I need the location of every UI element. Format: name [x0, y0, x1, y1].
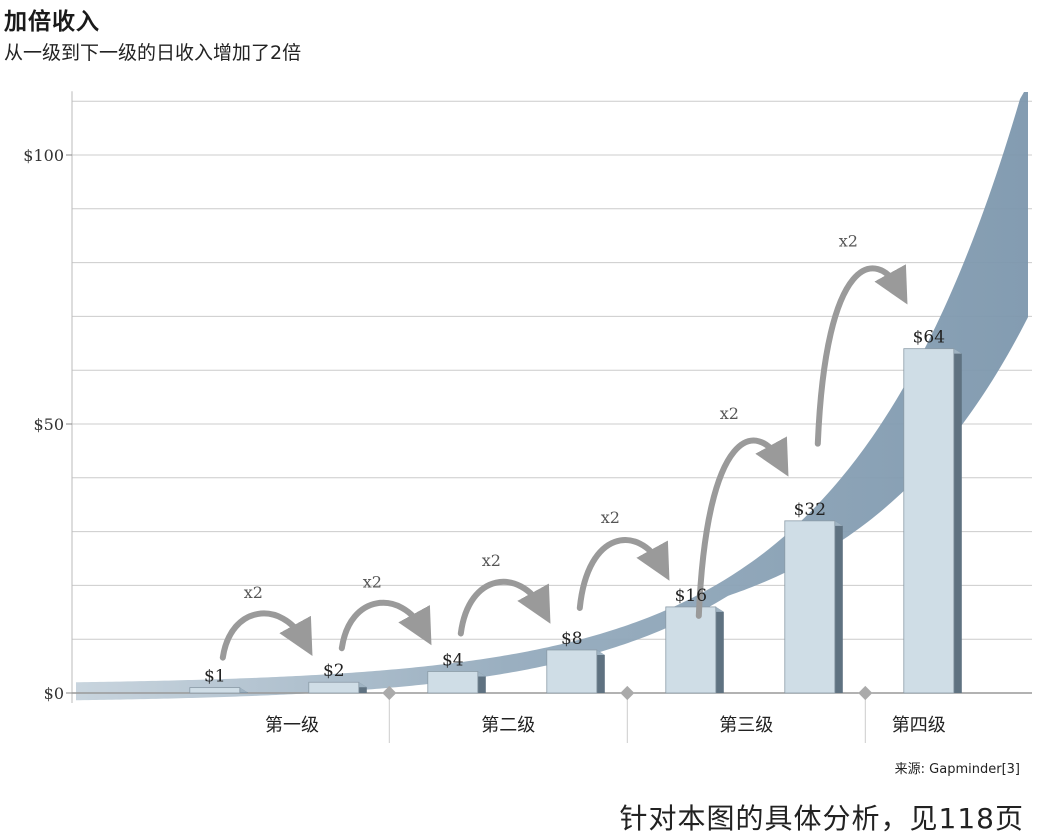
- bar: [665, 606, 724, 694]
- level-label: 第二级: [481, 715, 535, 736]
- y-tick-label: $100: [23, 146, 64, 165]
- bar-side: [477, 671, 486, 693]
- level-marker: [382, 685, 397, 701]
- multiplier-arrow: [695, 436, 789, 619]
- bar-front: [903, 348, 955, 694]
- multiplier-label: x2: [601, 508, 620, 527]
- level-label: 第四级: [892, 715, 946, 736]
- bar: [784, 520, 843, 694]
- labels: $1 $2 $4 $8 $16 $32 $64 x2 x2 x2 x2 x2 x2 第一级 第二级 第三级 第四…: [204, 232, 1020, 777]
- bar: [903, 348, 962, 694]
- bar-front: [189, 687, 241, 694]
- multiplier-label: x2: [839, 232, 858, 251]
- bar-side: [834, 520, 843, 693]
- bar-value-label: $32: [794, 500, 826, 520]
- axes: $0 $50 $100: [23, 91, 1032, 743]
- chart-subtitle: 从一级到下一级的日收入增加了2倍: [4, 42, 302, 64]
- bar: [308, 681, 367, 694]
- bar-front: [784, 520, 836, 694]
- multiplier-arrows: [219, 264, 908, 661]
- multiplier-arrow: [814, 264, 908, 447]
- bar: [189, 687, 248, 694]
- bar-front: [546, 649, 598, 694]
- bar-value-label: $16: [675, 586, 707, 606]
- multiplier-arrow: [338, 599, 432, 652]
- bar-front: [308, 681, 360, 694]
- level-marker: [858, 685, 873, 701]
- level-label: 第一级: [265, 715, 319, 736]
- bar-side: [596, 649, 605, 693]
- grid-lines: [72, 100, 1032, 640]
- bar-value-label: $2: [323, 661, 345, 681]
- bar-value-label: $64: [913, 328, 945, 348]
- bar-value-label: $1: [204, 667, 226, 687]
- page-reference-note: 针对本图的具体分析，见118页: [619, 802, 1024, 835]
- income-bar-chart: $0 $50 $100 $1 $2 $4 $8 $16 $32 $64 x2 x2 x2 x2 x2 x2 第…: [23, 91, 1032, 777]
- bars: [189, 348, 962, 694]
- bar-side: [715, 606, 724, 693]
- level-marker: [620, 685, 635, 701]
- multiplier-arrow: [219, 610, 313, 661]
- growth-band: [76, 92, 1028, 701]
- multiplier-label: x2: [363, 572, 382, 591]
- bar-value-label: $4: [442, 650, 464, 670]
- bar: [427, 671, 486, 694]
- bar-front: [665, 606, 717, 694]
- y-tick-label: $0: [44, 684, 64, 703]
- bar-value-label: $8: [561, 629, 583, 649]
- level-label: 第三级: [719, 715, 773, 736]
- multiplier-arrow: [457, 579, 551, 637]
- bar-front: [427, 671, 479, 694]
- multiplier-arrow: [576, 537, 670, 611]
- chart-title: 加倍收入: [4, 9, 100, 35]
- bar: [546, 649, 605, 694]
- multiplier-label: x2: [482, 551, 501, 570]
- multiplier-label: x2: [720, 404, 739, 423]
- multiplier-label: x2: [244, 583, 263, 602]
- bar-side: [953, 348, 962, 693]
- y-tick-label: $50: [33, 415, 64, 434]
- source-note: 来源: Gapminder[3]: [895, 762, 1020, 777]
